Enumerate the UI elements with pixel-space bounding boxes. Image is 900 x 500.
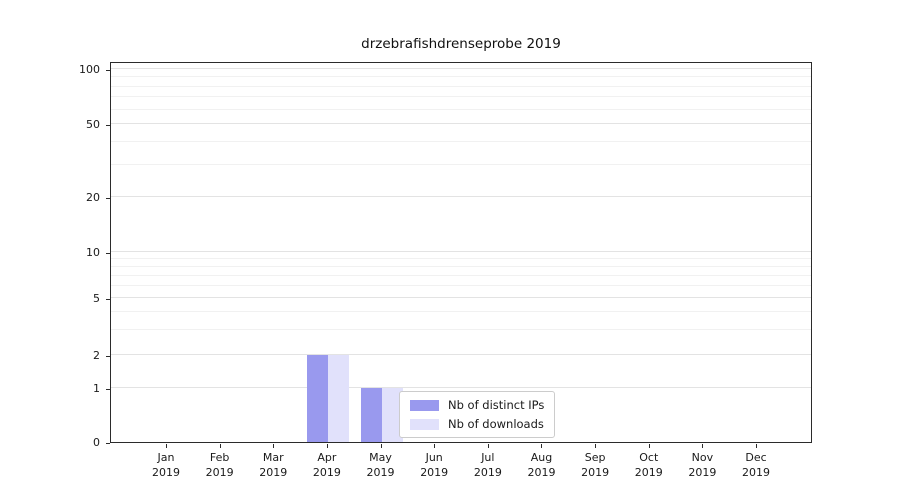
x-tick-year: 2019 <box>366 466 395 480</box>
x-tick-year: 2019 <box>259 466 288 480</box>
bars-layer <box>111 63 811 442</box>
y-tick-label-50: 50 <box>86 118 100 131</box>
plot-area: Nb of distinct IPs Nb of downloads <box>110 62 812 443</box>
gridline-5 <box>111 297 811 298</box>
x-tick-year: 2019 <box>420 466 449 480</box>
gridline-8 <box>111 265 811 267</box>
chart-title: drzebrafishdrenseprobe 2019 <box>361 36 561 52</box>
y-tick-mark-100 <box>106 70 110 71</box>
bar-apr-series-1 <box>327 355 349 442</box>
gridline-100 <box>111 68 811 69</box>
x-tick-label-jul: Jul 2019 <box>456 450 520 481</box>
y-tick-mark-20 <box>106 198 110 199</box>
legend: Nb of distinct IPs Nb of downloads <box>399 391 556 438</box>
x-tick-mark-jan <box>166 444 167 448</box>
x-tick-month: Jan <box>157 451 175 464</box>
legend-label-distinct-ips: Nb of distinct IPs <box>448 398 545 412</box>
x-tick-mark-mar <box>273 444 275 448</box>
x-tick-year: 2019 <box>581 466 610 480</box>
x-tick-label-mar: Mar 2019 <box>241 450 305 481</box>
bar-may-series-1 <box>381 388 403 442</box>
gridline-7 <box>111 274 811 276</box>
gridline-40 <box>111 140 811 142</box>
x-tick-month: May <box>369 451 392 464</box>
x-tick-label-jun: Jun 2019 <box>402 450 466 481</box>
gridline-70 <box>111 96 811 98</box>
y-tick-mark-0 <box>106 443 110 444</box>
x-tick-mark-jun <box>434 444 436 448</box>
legend-item-distinct-ips: Nb of distinct IPs <box>410 398 544 412</box>
gridline-30 <box>111 163 811 165</box>
x-tick-label-dec: Dec 2019 <box>724 450 788 481</box>
gridline-4 <box>111 310 811 312</box>
bar-may-series-0 <box>360 388 382 442</box>
x-tick-label-jan: Jan 2019 <box>134 450 198 481</box>
legend-item-downloads: Nb of downloads <box>410 417 544 431</box>
y-tick-label-20: 20 <box>86 191 100 204</box>
x-tick-year: 2019 <box>688 466 717 480</box>
gridline-50 <box>111 123 811 124</box>
x-tick-month: Oct <box>639 451 659 464</box>
x-tick-mark-dec <box>756 444 758 448</box>
y-tick-label-0: 0 <box>93 436 100 449</box>
x-tick-month: Nov <box>691 451 714 464</box>
x-tick-label-oct: Oct 2019 <box>617 450 681 481</box>
y-tick-mark-50 <box>106 125 110 126</box>
y-tick-label-1: 1 <box>93 382 100 395</box>
x-tick-year: 2019 <box>634 466 663 480</box>
y-tick-label-2: 2 <box>93 349 100 362</box>
y-tick-label-5: 5 <box>93 292 100 305</box>
x-tick-month: Dec <box>745 451 767 464</box>
x-tick-label-apr: Apr 2019 <box>295 450 359 481</box>
x-tick-month: Jun <box>425 451 443 464</box>
x-tick-label-may: May 2019 <box>349 450 413 481</box>
x-tick-month: Aug <box>530 451 553 464</box>
gridline-2 <box>111 354 811 355</box>
y-tick-mark-1 <box>106 389 110 390</box>
y-tick-label-10: 10 <box>86 246 100 259</box>
gridline-1 <box>111 387 811 388</box>
x-tick-mark-feb <box>219 444 221 448</box>
legend-swatch-downloads <box>410 418 439 430</box>
x-tick-label-aug: Aug 2019 <box>509 450 573 481</box>
gridline-3 <box>111 328 811 330</box>
bar-apr-series-0 <box>306 355 328 442</box>
x-tick-mark-aug <box>541 444 543 448</box>
x-tick-mark-nov <box>702 444 704 448</box>
x-tick-label-feb: Feb 2019 <box>188 450 252 481</box>
x-tick-mark-may <box>380 444 382 448</box>
gridlines-layer <box>111 63 811 442</box>
x-tick-year: 2019 <box>742 466 771 480</box>
x-tick-year: 2019 <box>312 466 341 480</box>
x-tick-label-nov: Nov 2019 <box>670 450 734 481</box>
x-tick-year: 2019 <box>205 466 234 480</box>
y-tick-label-100: 100 <box>79 63 100 76</box>
y-tick-mark-2 <box>106 356 110 357</box>
x-tick-month: Mar <box>262 451 284 464</box>
x-tick-year: 2019 <box>473 466 502 480</box>
y-tick-mark-10 <box>106 253 110 254</box>
gridline-90 <box>111 76 811 78</box>
gridline-20 <box>111 196 811 197</box>
x-tick-mark-apr <box>326 444 328 448</box>
x-tick-month: Feb <box>209 451 230 464</box>
y-tick-mark-5 <box>106 299 110 300</box>
gridline-10 <box>111 251 811 252</box>
x-tick-month: Sep <box>584 451 606 464</box>
x-tick-mark-sep <box>595 444 597 448</box>
gridline-6 <box>111 284 811 286</box>
x-tick-month: Jul <box>481 451 495 464</box>
legend-label-downloads: Nb of downloads <box>448 417 544 431</box>
x-tick-year: 2019 <box>527 466 556 480</box>
x-tick-mark-jul <box>487 444 489 448</box>
legend-swatch-distinct-ips <box>410 399 439 411</box>
x-tick-year: 2019 <box>152 466 180 480</box>
gridline-9 <box>111 258 811 259</box>
x-tick-label-sep: Sep 2019 <box>563 450 627 481</box>
gridline-60 <box>111 108 811 110</box>
x-tick-month: Apr <box>317 451 337 464</box>
x-tick-mark-oct <box>648 444 650 448</box>
gridline-80 <box>111 85 811 87</box>
